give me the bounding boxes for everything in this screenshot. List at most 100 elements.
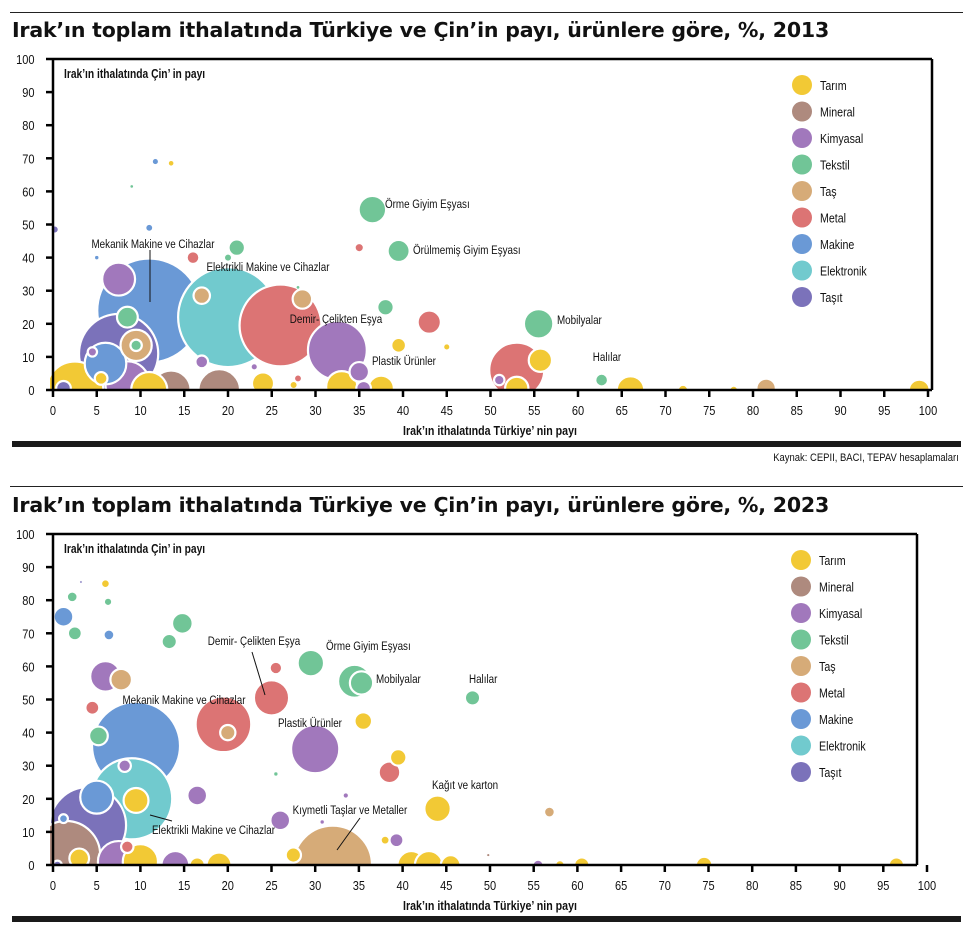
annotation-label: Mobilyalar xyxy=(376,673,421,686)
y-tick-label: 20 xyxy=(22,317,35,332)
x-tick-label: 35 xyxy=(353,878,366,893)
bubble-ta xyxy=(291,288,314,310)
annotation-label: Elektrikli Makine ve Cihazlar xyxy=(152,824,275,837)
y-tick-label: 40 xyxy=(22,726,35,741)
legend-label: Tekstil xyxy=(819,632,849,647)
legend-label: Elektronik xyxy=(819,738,866,753)
bubble-kimyasal xyxy=(343,792,349,799)
bubble-tarm xyxy=(443,343,450,351)
bubble-kimyasal xyxy=(86,346,99,358)
x-tick-label: 40 xyxy=(397,403,410,418)
bubbles xyxy=(50,158,931,391)
section-rule xyxy=(10,486,963,487)
x-tick-label: 5 xyxy=(94,403,100,418)
legend-label: Metal xyxy=(819,685,845,700)
bubble-tekstil xyxy=(170,611,194,635)
bubble-tekstil xyxy=(224,254,232,262)
bubble-metal xyxy=(377,760,402,785)
x-tick-label: 50 xyxy=(484,878,497,893)
legend-swatch xyxy=(791,576,811,597)
x-axis-title: Irak’ın ithalatında Türkiye’ nin payı xyxy=(403,898,577,913)
y-tick-label: 30 xyxy=(22,284,35,299)
bubble-tarm xyxy=(381,836,390,845)
bubble-tarm xyxy=(390,336,408,354)
legend-swatch xyxy=(791,550,811,570)
legend-swatch xyxy=(792,128,812,148)
legend-label: Tarım xyxy=(819,553,846,568)
bubble-chart-2013: 0 10 20 30 40 50 60 70 80 90 100 0 5 10 15 20 25 30 35 40 45… xyxy=(16,52,937,438)
x-tick-label: 90 xyxy=(834,403,847,418)
footer-bar-2023 xyxy=(12,916,961,922)
chart-2013: 0 10 20 30 40 50 60 70 80 90 100 0 5 10 15 20 25 30 35 40 45… xyxy=(0,0,973,445)
legend-swatch xyxy=(791,735,811,756)
bubble-tekstil xyxy=(594,372,610,388)
legend-label: Mineral xyxy=(820,104,855,119)
bubble-tekstil xyxy=(227,238,247,257)
y-tick-label: 60 xyxy=(22,185,35,200)
annotation-label: Mobilyalar xyxy=(557,314,602,327)
bubble-tekstil xyxy=(376,297,395,317)
legend-label: Taş xyxy=(820,184,837,199)
legend: Tarım Mineral Kimyasal Tekstil Taş Metal Makin… xyxy=(792,75,867,307)
legend-label: Tarım xyxy=(820,78,847,93)
bubble-tekstil xyxy=(104,598,112,606)
top-rule xyxy=(10,12,963,13)
bubble-kimyasal xyxy=(348,360,371,383)
bubble-kimyasal xyxy=(388,832,405,849)
annotation-label: Demir- Çelikten Eşya xyxy=(290,313,383,326)
bubble-metal xyxy=(252,679,291,717)
bubble-makine xyxy=(57,813,69,825)
x-tick-label: 50 xyxy=(484,403,497,418)
chart-title-2023: Irak’ın toplam ithalatında Türkiye ve Çi… xyxy=(12,493,830,517)
legend-label: Taşıt xyxy=(820,290,843,305)
bubble-kimyasal xyxy=(186,784,209,807)
footer-bar-2013 xyxy=(12,441,961,447)
bubble-makine xyxy=(152,158,159,165)
x-tick-label: 20 xyxy=(222,403,235,418)
legend-swatch xyxy=(792,101,812,122)
annotation-label: Örülmemiş Giyim Eşyası xyxy=(413,244,521,257)
y-tick-label: 90 xyxy=(22,560,35,575)
y-axis-title: Irak’ın ithalatında Çin’ in payı xyxy=(64,543,205,556)
y-tick-label: 90 xyxy=(22,85,35,100)
bubble-metal xyxy=(292,373,304,384)
x-tick-label: 80 xyxy=(747,403,760,418)
x-tick-label: 10 xyxy=(134,878,147,893)
bubble-tarm xyxy=(122,786,150,815)
bubble-tekstil xyxy=(115,305,139,329)
annotation-label: Halılar xyxy=(469,673,498,686)
bubble-tekstil xyxy=(296,285,300,290)
bubble-makine xyxy=(102,628,116,642)
annotation-label: Kağıt ve karton xyxy=(432,779,498,792)
x-tick-label: 40 xyxy=(396,878,409,893)
bubble-kimyasal xyxy=(117,758,132,774)
bubble-kimyasal xyxy=(290,723,341,775)
x-tick-label: 95 xyxy=(878,403,891,418)
y-tick-label: 30 xyxy=(22,759,35,774)
x-tick-label: 75 xyxy=(703,403,716,418)
y-tick-label: 80 xyxy=(22,593,35,608)
bubble-ta xyxy=(219,723,237,742)
legend: Tarım Mineral Kimyasal Tekstil Taş Metal Makin… xyxy=(791,550,866,782)
annotation-label: Örme Giyim Eşyası xyxy=(385,198,470,211)
bubble-metal xyxy=(416,309,442,335)
bubble-tarm xyxy=(93,370,109,386)
legend-label: Tekstil xyxy=(820,157,850,172)
legend-swatch xyxy=(791,603,811,623)
bubble-kimyasal xyxy=(355,379,373,391)
legend-label: Elektronik xyxy=(820,263,867,278)
y-tick-label: 100 xyxy=(16,527,35,542)
annotation-leader xyxy=(336,817,361,851)
bubble-mineral xyxy=(50,819,102,866)
bubble-metal xyxy=(119,839,135,855)
x-tick-label: 10 xyxy=(134,403,147,418)
y-tick-label: 80 xyxy=(22,118,35,133)
x-tick-label: 0 xyxy=(50,403,56,418)
bubble-ta xyxy=(542,805,556,819)
bubble-metal xyxy=(185,250,201,266)
y-tick-label: 70 xyxy=(22,151,35,166)
bubble-kimyasal xyxy=(251,363,258,370)
legend-label: Makine xyxy=(819,712,854,727)
annotation-leader xyxy=(251,651,266,696)
legend-swatch xyxy=(792,154,812,175)
